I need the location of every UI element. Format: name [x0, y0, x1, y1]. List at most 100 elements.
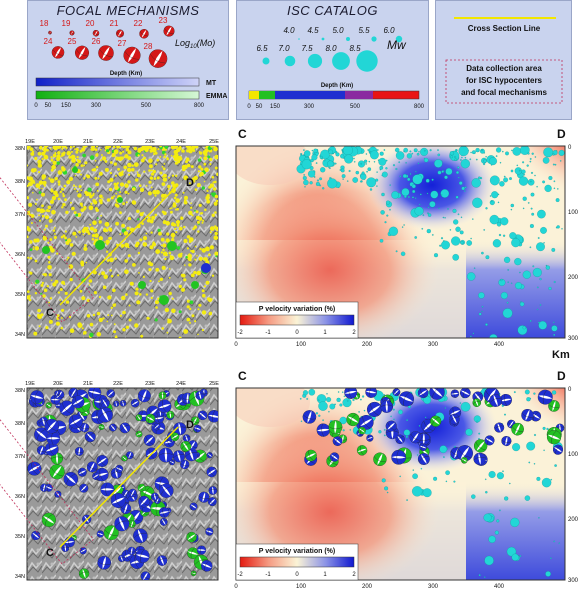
- map-focal-mechanism: [103, 525, 119, 541]
- isc-magnitude-label: 8.5: [349, 44, 361, 53]
- section-hypocenter: [366, 170, 368, 173]
- map-hypocenter: [102, 228, 108, 233]
- section-hypocenter: [455, 149, 458, 151]
- map-focal-mechanism: [119, 496, 130, 507]
- section-hypocenter: [489, 334, 498, 338]
- section-hypocenter: [464, 190, 466, 192]
- map-hypocenter: [194, 188, 198, 192]
- section-hypocenter: [312, 170, 316, 174]
- map-hypocenter: [161, 182, 166, 187]
- map-hypocenter: [88, 284, 91, 286]
- section-hypocenter: [489, 157, 498, 166]
- section-hypocenter: [312, 391, 314, 394]
- map-focal-mechanism: [166, 431, 178, 443]
- section-hypocenter: [498, 233, 502, 237]
- section-hypocenter: [303, 149, 305, 151]
- section-hypocenter: [406, 153, 412, 159]
- section-focal-mechanism: [530, 410, 542, 422]
- map-hypocenter: [92, 199, 96, 203]
- map-hypocenter: [208, 312, 212, 316]
- map-hypocenter: [113, 182, 117, 186]
- section-focal-mechanism: [501, 435, 512, 447]
- section-hypocenter: [296, 164, 306, 174]
- map-hypocenter: [207, 297, 211, 301]
- section-hypocenter: [329, 420, 334, 424]
- section-hypocenter: [483, 152, 485, 154]
- section-focal-mechanism: [417, 433, 430, 446]
- section-hypocenter: [329, 403, 336, 410]
- section-hypocenter: [544, 184, 552, 192]
- section-hypocenter: [427, 213, 432, 217]
- section-focal-mechanism: [393, 454, 401, 462]
- map-hypocenter: [41, 204, 44, 208]
- map-hypocenter: [139, 238, 143, 242]
- map-hypocenter: [110, 274, 114, 278]
- map-hypocenter: [209, 311, 212, 314]
- map-hypocenter: [124, 242, 130, 248]
- map-hypocenter: [61, 317, 63, 319]
- map-hypocenter: [171, 188, 177, 193]
- map-hypocenter: [41, 176, 45, 180]
- map-longitude-tick: 24E: [176, 381, 186, 387]
- map-hypocenter: [95, 240, 105, 250]
- map-hypocenter: [54, 146, 59, 149]
- section-hypocenter: [390, 415, 392, 418]
- map-hypocenter: [127, 217, 131, 221]
- section-hypocenter: [318, 399, 320, 401]
- map-hypocenter: [117, 167, 120, 171]
- map-hypocenter: [161, 175, 164, 178]
- section-focal-mechanism: [429, 388, 445, 400]
- map-focal-mechanism: [135, 430, 143, 438]
- map-focal-mechanism: [193, 449, 207, 463]
- map-hypocenter: [95, 153, 99, 156]
- map-hypocenter: [189, 146, 192, 148]
- section-hypocenter: [316, 149, 319, 152]
- section-hypocenter: [538, 320, 547, 330]
- section-hypocenter: [519, 271, 521, 274]
- map-hypocenter: [198, 203, 202, 207]
- map-hypocenter: [154, 213, 158, 217]
- section-hypocenter: [472, 332, 475, 335]
- map-hypocenter: [177, 253, 183, 258]
- section-hypocenter: [360, 173, 367, 180]
- map-focal-mechanism: [194, 451, 201, 458]
- map-hypocenter: [194, 320, 197, 323]
- mt-depth-bar: [35, 77, 200, 87]
- section-hypocenter: [439, 244, 442, 247]
- map-hypocenter: [152, 147, 157, 152]
- map-hypocenter: [180, 273, 184, 277]
- map-hypocenter: [164, 257, 167, 261]
- map-hypocenter: [122, 202, 125, 206]
- section-focal-mechanism: [302, 410, 317, 424]
- velocity-colorbar-tick: 1: [323, 572, 327, 578]
- map-hypocenter: [190, 213, 192, 216]
- section-hypocenter: [536, 242, 545, 252]
- map-hypocenter: [165, 254, 168, 257]
- map-focal-mechanism: [68, 418, 84, 434]
- collection-area-label-1: Data collection area: [466, 64, 542, 73]
- map-hypocenter: [162, 177, 168, 182]
- map-hypocenter: [69, 277, 73, 282]
- map-hypocenter: [83, 207, 86, 211]
- focal-depth-tick: 800: [194, 103, 205, 109]
- map-hypocenter: [85, 261, 88, 264]
- section-hypocenter: [303, 174, 305, 176]
- section-hypocenter: [343, 157, 345, 159]
- map-hypocenter: [191, 249, 195, 254]
- section-hypocenter: [395, 192, 402, 199]
- map-hypocenter: [47, 265, 52, 270]
- map-hypocenter: [173, 156, 179, 162]
- isc-magnitude-label: 4.5: [307, 26, 319, 35]
- map-hypocenter: [41, 151, 46, 156]
- map-hypocenter: [118, 171, 124, 177]
- section-hypocenter: [531, 152, 534, 155]
- map-hypocenter: [176, 246, 181, 250]
- map-longitude-tick: 25E: [209, 381, 219, 387]
- isc-magnitude-label: 6.0: [383, 26, 395, 35]
- map-focal-mechanism: [145, 413, 156, 424]
- map-hypocenter: [100, 159, 102, 162]
- map-hypocenter: [27, 290, 30, 293]
- map-focal-mechanism: [61, 544, 70, 552]
- map-hypocenter: [65, 239, 68, 242]
- section-hypocenter: [404, 195, 407, 198]
